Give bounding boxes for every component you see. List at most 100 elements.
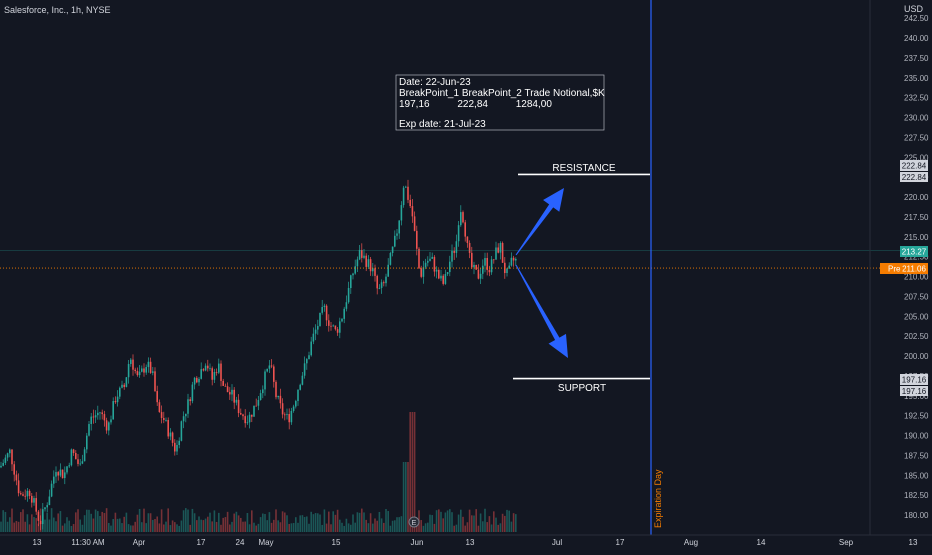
volume-bar <box>66 517 68 532</box>
candle-body <box>222 380 224 386</box>
annotations <box>0 0 900 535</box>
y-tick-label: 205.00 <box>904 312 929 321</box>
volume-bar <box>281 511 284 532</box>
candle-body <box>391 246 394 253</box>
candle-body <box>165 419 167 421</box>
candle-body <box>402 187 405 206</box>
y-tick-label: 195.00 <box>904 392 929 401</box>
volume-bar <box>88 509 90 532</box>
candle-body <box>193 377 196 385</box>
volume-bar <box>6 521 9 532</box>
candle-body <box>466 236 469 243</box>
candle-body <box>68 465 70 467</box>
volume-bar <box>105 508 108 532</box>
candle-body <box>147 361 150 368</box>
y-tick-label: 240.00 <box>904 34 929 43</box>
x-tick-label: 13 <box>909 538 918 547</box>
candle-body <box>361 249 363 258</box>
candle-body <box>229 392 231 395</box>
candle-body <box>499 243 502 253</box>
candle-body <box>215 372 218 373</box>
candle-body <box>446 272 449 275</box>
x-tick-label: 24 <box>236 538 245 547</box>
volume-bar <box>345 518 348 532</box>
symbol-title: Salesforce, Inc., 1h, NYSE <box>4 5 111 15</box>
volume-bar <box>356 512 359 532</box>
candle-body <box>187 399 189 414</box>
candles <box>0 179 517 531</box>
candle-body <box>196 377 198 383</box>
earnings-icon-circle <box>408 516 420 528</box>
volume-bar <box>376 520 378 532</box>
volume-bar <box>369 513 372 532</box>
volume-bar <box>332 511 334 532</box>
candle-body <box>400 205 403 221</box>
volume-bar <box>449 509 451 532</box>
volume-bar <box>446 510 449 532</box>
candle-body <box>270 365 273 367</box>
volume-bar <box>508 510 510 532</box>
volume-bar <box>246 512 249 532</box>
arrow-down-icon[interactable] <box>515 264 568 358</box>
candle-body <box>460 212 462 226</box>
y-tick-label: 230.00 <box>904 114 929 123</box>
x-tick-label: May <box>258 538 273 547</box>
candle-body <box>482 265 484 274</box>
volume-bar <box>200 519 202 532</box>
volume-bar <box>35 518 37 532</box>
candle-body <box>125 377 128 387</box>
volume-bar <box>457 514 460 532</box>
info-exp-date: Exp date: 21-Jul-23 <box>399 119 486 130</box>
candle-body <box>407 186 409 200</box>
volume-bar <box>75 512 77 532</box>
volume-bar <box>185 508 187 532</box>
candle-body <box>110 419 112 423</box>
earnings-icon[interactable]: E <box>408 516 420 528</box>
candle-body <box>233 389 235 403</box>
candle-body <box>64 472 66 479</box>
volume-bar <box>471 515 473 532</box>
candle-body <box>468 242 471 253</box>
arrow-up-icon[interactable] <box>515 188 564 256</box>
volume-bar <box>59 511 62 532</box>
volume-bar <box>262 513 264 532</box>
volume-bar <box>237 515 240 532</box>
candle-body <box>158 402 161 413</box>
volume-bar <box>374 518 376 532</box>
badge-resistance-bg-2 <box>900 172 928 182</box>
candle-body <box>363 255 365 258</box>
volume-bar <box>224 517 227 532</box>
volume-bar <box>86 509 88 532</box>
candle-body <box>156 391 158 403</box>
candle-body <box>132 359 134 370</box>
candle-body <box>290 410 293 423</box>
candle-body <box>365 255 367 267</box>
candle-body <box>42 509 44 525</box>
volume-bar <box>275 509 277 532</box>
candle-body <box>259 393 262 401</box>
candle-body <box>237 399 240 414</box>
candle-body <box>462 212 464 223</box>
candle-body <box>94 415 97 418</box>
currency-label: USD <box>904 4 924 14</box>
candle-body <box>352 273 354 276</box>
volume-bar <box>299 515 301 532</box>
candle-body <box>143 368 145 373</box>
candle-body <box>323 305 326 308</box>
candle-body <box>99 412 101 414</box>
candle-body <box>6 453 9 458</box>
candle-body <box>292 406 295 411</box>
candle-body <box>121 384 123 388</box>
volume-bar <box>317 513 319 532</box>
info-header: BreakPoint_1 BreakPoint_2 Trade Notional… <box>399 88 605 99</box>
volume-bar <box>334 514 337 532</box>
volume-bar <box>189 524 191 532</box>
y-tick-label: 210.00 <box>904 273 929 282</box>
candle-body <box>123 384 125 387</box>
candle-body <box>81 461 84 464</box>
candle-body <box>17 480 20 494</box>
volume-bar <box>314 513 317 532</box>
candle-body <box>246 422 249 424</box>
